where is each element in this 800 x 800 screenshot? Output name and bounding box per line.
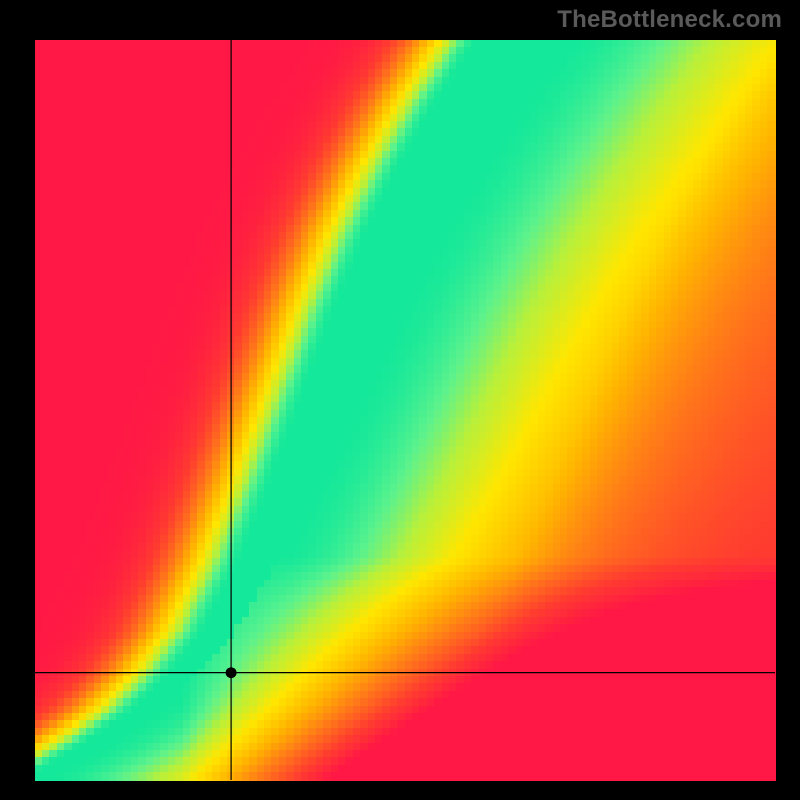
bottleneck-heatmap [0,0,800,800]
watermark-text: TheBottleneck.com [557,6,782,34]
